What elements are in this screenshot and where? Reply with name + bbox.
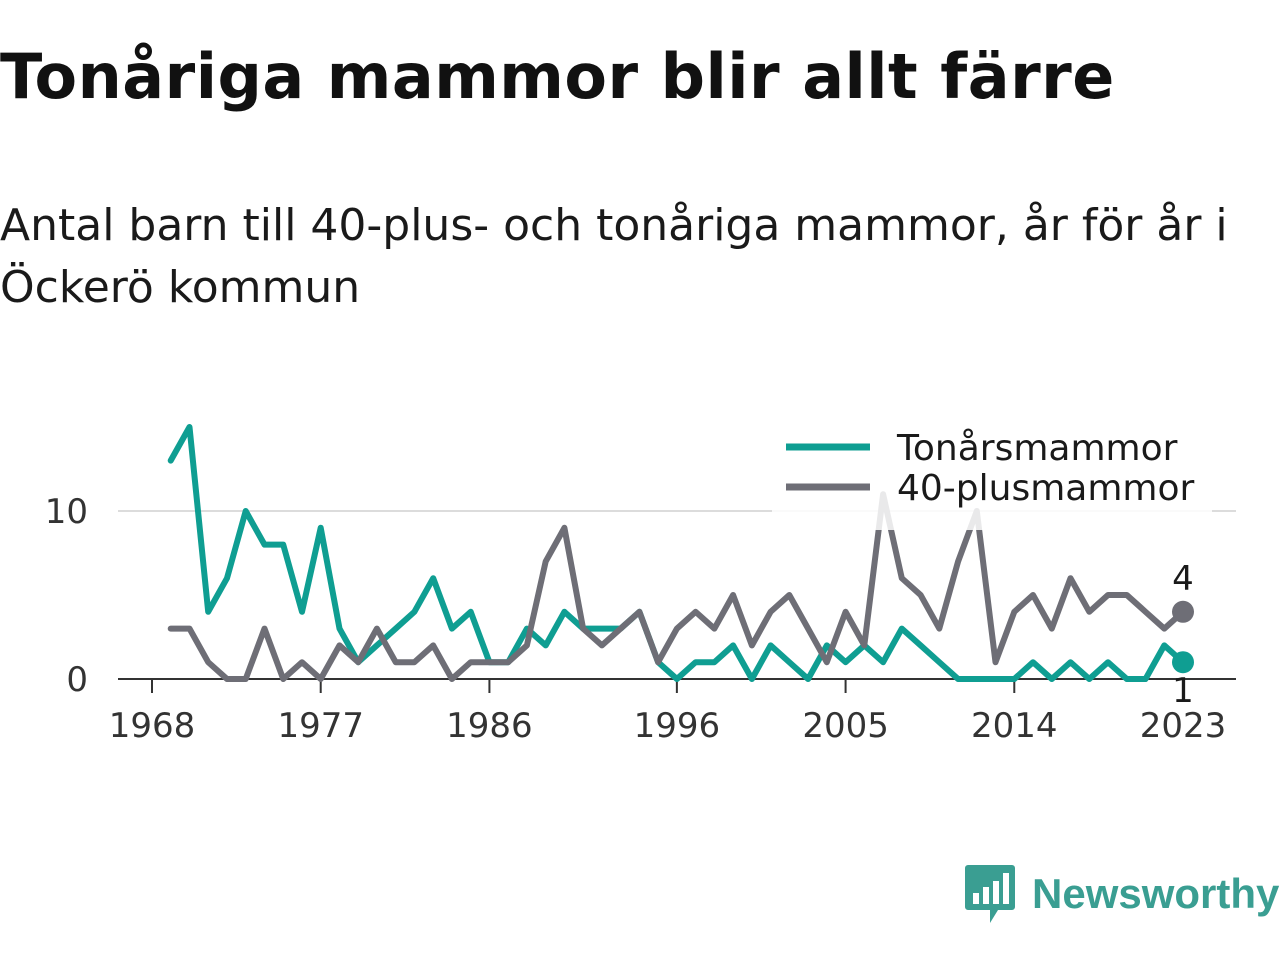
series-line-1: [167, 491, 1186, 682]
legend-label-1: 40-plusmammor: [897, 468, 1195, 509]
series-line-0: [167, 424, 1186, 682]
x-tick-label-1968: 1968: [109, 706, 196, 746]
x-tick-label-2023: 2023: [1140, 706, 1227, 746]
end-labels: 14: [1172, 559, 1194, 711]
x-tick-label-2005: 2005: [802, 706, 889, 746]
brand-name: Newsworthy: [1032, 870, 1280, 917]
end-label-1: 4: [1172, 559, 1194, 599]
chart-title: Tonåriga mammor blir allt färre: [0, 40, 1115, 113]
series-end-marker-1: [1172, 600, 1194, 623]
y-tick-label-10: 10: [45, 492, 88, 532]
series-end-marker-0: [1172, 651, 1194, 674]
x-tick-label-1996: 1996: [634, 706, 721, 746]
x-tick-label-1986: 1986: [446, 706, 533, 746]
x-tick-label-2014: 2014: [971, 706, 1058, 746]
brand-logo: Newsworthy: [964, 862, 1279, 926]
legend-label-0: Tonårsmammor: [896, 428, 1178, 469]
x-tick-label-1977: 1977: [277, 706, 364, 746]
end-label-0: 1: [1172, 671, 1194, 711]
y-tick-label-0: 0: [66, 660, 88, 700]
x-axis: 1968 1977 1986 1996 2005 2014 2023: [109, 679, 1227, 746]
series-layer: [167, 424, 1194, 682]
bar-chart-bubble-icon: [965, 865, 1015, 923]
chart-subtitle: Antal barn till 40-plus- och tonåriga ma…: [0, 200, 1228, 313]
